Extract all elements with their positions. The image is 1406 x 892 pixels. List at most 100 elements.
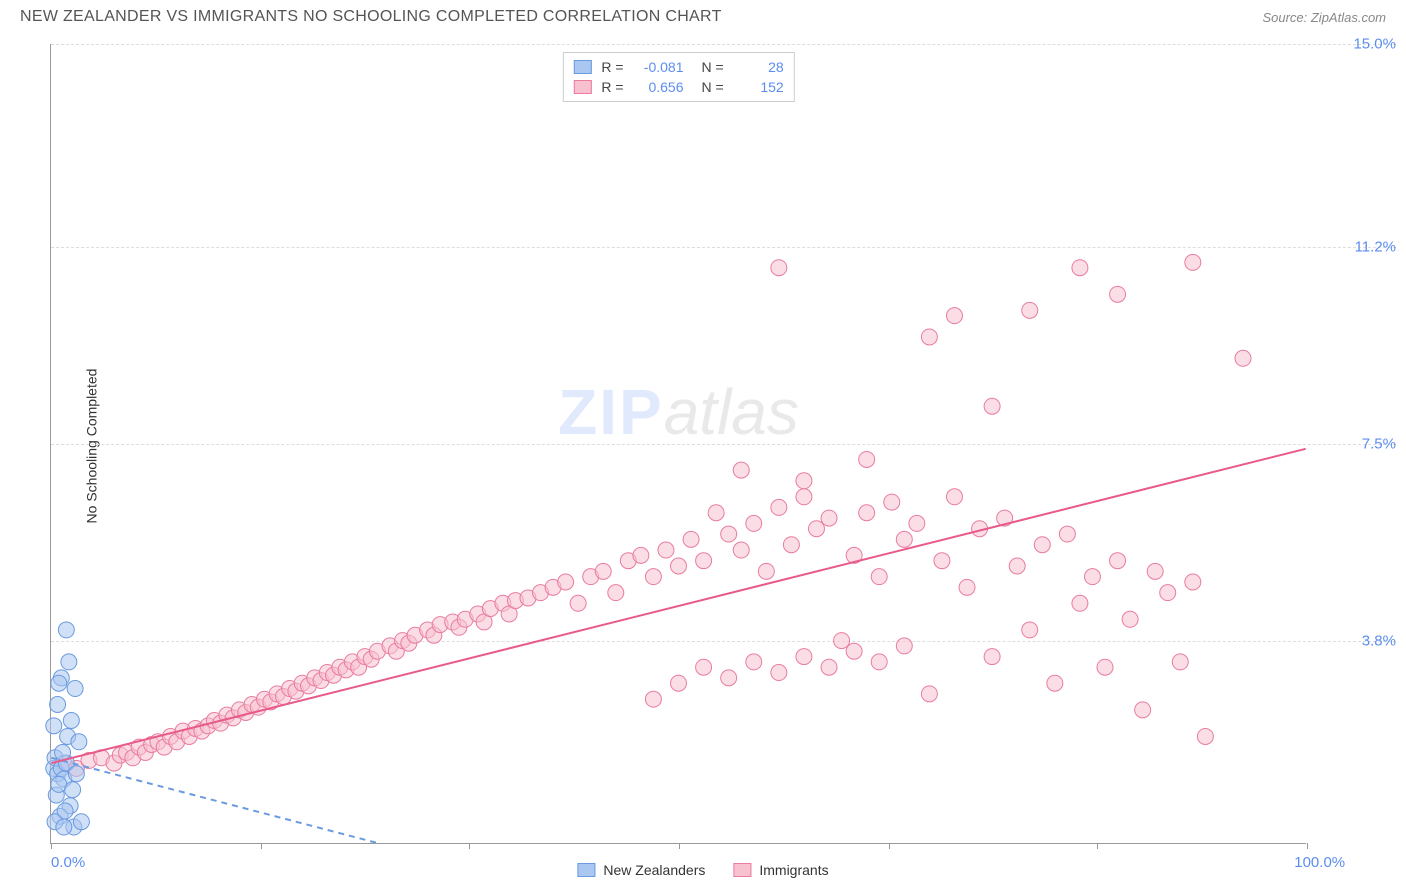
- r-label: R =: [601, 79, 623, 95]
- series-legend: New Zealanders Immigrants: [577, 862, 828, 878]
- scatter-point-immigrants: [771, 499, 787, 515]
- scatter-point-immigrants: [1185, 574, 1201, 590]
- n-value: 152: [734, 79, 784, 95]
- scatter-point-new-zealanders: [57, 803, 73, 819]
- legend-item: New Zealanders: [577, 862, 705, 878]
- scatter-point-immigrants: [783, 537, 799, 553]
- x-tick: [1097, 843, 1098, 849]
- scatter-point-new-zealanders: [67, 681, 83, 697]
- scatter-point-immigrants: [896, 531, 912, 547]
- scatter-point-immigrants: [570, 595, 586, 611]
- scatter-point-immigrants: [771, 260, 787, 276]
- scatter-plot-svg: [51, 44, 1306, 843]
- scatter-point-immigrants: [721, 670, 737, 686]
- scatter-point-immigrants: [1084, 569, 1100, 585]
- legend-swatch: [573, 60, 591, 74]
- scatter-point-immigrants: [959, 579, 975, 595]
- scatter-point-immigrants: [696, 553, 712, 569]
- y-tick-label: 3.8%: [1316, 633, 1396, 650]
- chart-title: NEW ZEALANDER VS IMMIGRANTS NO SCHOOLING…: [20, 8, 722, 26]
- scatter-point-immigrants: [696, 659, 712, 675]
- scatter-point-immigrants: [608, 585, 624, 601]
- legend-swatch: [577, 863, 595, 877]
- x-tick: [469, 843, 470, 849]
- scatter-point-immigrants: [1135, 702, 1151, 718]
- r-value: -0.081: [634, 59, 684, 75]
- scatter-point-new-zealanders: [71, 734, 87, 750]
- scatter-point-new-zealanders: [58, 622, 74, 638]
- n-value: 28: [734, 59, 784, 75]
- scatter-point-immigrants: [1185, 254, 1201, 270]
- scatter-point-immigrants: [733, 462, 749, 478]
- y-tick-label: 15.0%: [1316, 36, 1396, 53]
- scatter-point-immigrants: [746, 654, 762, 670]
- chart-area: 3.8%7.5%11.2%15.0% 0.0%100.0% ZIPatlas R…: [50, 44, 1306, 844]
- scatter-point-immigrants: [1197, 728, 1213, 744]
- scatter-point-immigrants: [859, 451, 875, 467]
- scatter-point-immigrants: [1072, 595, 1088, 611]
- scatter-point-new-zealanders: [73, 814, 89, 830]
- scatter-point-new-zealanders: [46, 718, 62, 734]
- scatter-point-immigrants: [1059, 526, 1075, 542]
- scatter-point-immigrants: [821, 510, 837, 526]
- legend-label: Immigrants: [759, 862, 828, 878]
- scatter-point-immigrants: [871, 569, 887, 585]
- scatter-point-immigrants: [1034, 537, 1050, 553]
- scatter-point-immigrants: [796, 649, 812, 665]
- x-tick-label-max: 100.0%: [1294, 854, 1345, 871]
- x-tick: [261, 843, 262, 849]
- scatter-point-immigrants: [708, 505, 724, 521]
- scatter-point-immigrants: [595, 563, 611, 579]
- scatter-point-immigrants: [1172, 654, 1188, 670]
- legend-label: New Zealanders: [603, 862, 705, 878]
- n-label: N =: [702, 59, 724, 75]
- chart-header: NEW ZEALANDER VS IMMIGRANTS NO SCHOOLING…: [0, 0, 1406, 34]
- scatter-point-immigrants: [733, 542, 749, 558]
- scatter-point-immigrants: [871, 654, 887, 670]
- x-tick: [889, 843, 890, 849]
- scatter-point-immigrants: [834, 633, 850, 649]
- scatter-point-immigrants: [558, 574, 574, 590]
- scatter-point-immigrants: [1072, 260, 1088, 276]
- scatter-point-immigrants: [645, 691, 661, 707]
- scatter-point-immigrants: [1022, 302, 1038, 318]
- scatter-point-immigrants: [721, 526, 737, 542]
- scatter-point-immigrants: [1160, 585, 1176, 601]
- scatter-point-immigrants: [1110, 286, 1126, 302]
- scatter-point-immigrants: [984, 398, 1000, 414]
- scatter-point-immigrants: [671, 675, 687, 691]
- scatter-point-immigrants: [808, 521, 824, 537]
- source-attribution: Source: ZipAtlas.com: [1262, 10, 1386, 25]
- scatter-point-immigrants: [921, 329, 937, 345]
- scatter-point-immigrants: [683, 531, 699, 547]
- trendline-new-zealanders: [51, 758, 377, 843]
- scatter-point-immigrants: [1147, 563, 1163, 579]
- scatter-point-immigrants: [796, 489, 812, 505]
- r-label: R =: [601, 59, 623, 75]
- scatter-point-immigrants: [771, 665, 787, 681]
- scatter-point-immigrants: [909, 515, 925, 531]
- scatter-point-new-zealanders: [68, 766, 84, 782]
- scatter-point-immigrants: [946, 489, 962, 505]
- x-tick: [51, 843, 52, 849]
- scatter-point-immigrants: [633, 547, 649, 563]
- scatter-point-immigrants: [884, 494, 900, 510]
- y-tick-label: 7.5%: [1316, 436, 1396, 453]
- stats-row: R = -0.081 N = 28: [573, 57, 783, 77]
- scatter-point-immigrants: [658, 542, 674, 558]
- scatter-point-new-zealanders: [61, 654, 77, 670]
- scatter-point-new-zealanders: [63, 712, 79, 728]
- scatter-point-immigrants: [921, 686, 937, 702]
- scatter-point-new-zealanders: [56, 819, 72, 835]
- stats-legend-box: R =-0.081N =28R =0.656N =152: [562, 52, 794, 102]
- scatter-point-immigrants: [1235, 350, 1251, 366]
- legend-swatch: [733, 863, 751, 877]
- scatter-point-immigrants: [758, 563, 774, 579]
- scatter-point-immigrants: [946, 308, 962, 324]
- x-tick: [679, 843, 680, 849]
- scatter-point-immigrants: [934, 553, 950, 569]
- y-tick-label: 11.2%: [1316, 238, 1396, 255]
- legend-swatch: [573, 80, 591, 94]
- scatter-point-immigrants: [1009, 558, 1025, 574]
- scatter-point-immigrants: [796, 473, 812, 489]
